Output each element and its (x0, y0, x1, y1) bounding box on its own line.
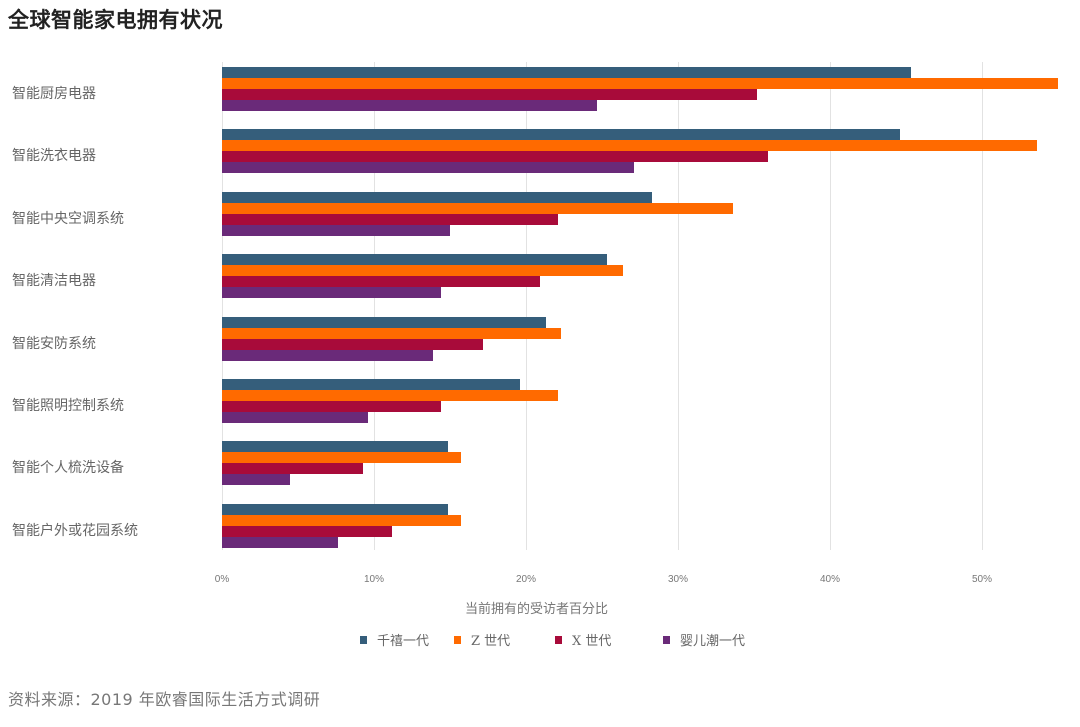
bar (222, 287, 441, 299)
legend-label: 婴儿潮一代 (680, 634, 746, 649)
source-note: 资料来源：2019 年欧睿国际生活方式调研 (8, 690, 321, 709)
bar (222, 100, 598, 111)
bar (222, 224, 450, 236)
bar (222, 379, 520, 390)
x-tick-label: 0% (214, 574, 230, 585)
bar (222, 349, 434, 361)
category-label: 智能清洁电器 (12, 273, 96, 290)
bar (222, 202, 733, 214)
x-tick-label: 30% (667, 574, 689, 585)
x-tick-label: 50% (971, 574, 993, 585)
bar (222, 525, 393, 537)
bar (222, 441, 449, 453)
legend-label: 千禧一代 (377, 634, 430, 649)
legend-label: Z 世代 (471, 634, 511, 649)
bar (222, 514, 461, 526)
category-label: 智能厨房电器 (12, 86, 96, 102)
bar (222, 463, 364, 475)
bar (222, 162, 634, 174)
bar (222, 67, 911, 78)
gridline (830, 62, 831, 550)
bar (222, 276, 540, 288)
bar (222, 338, 484, 350)
legend-swatch-icon (555, 635, 562, 644)
legend-label: X 世代 (572, 634, 612, 649)
bar (222, 327, 561, 339)
bar (222, 151, 768, 163)
bar (222, 89, 758, 100)
bar (222, 78, 1058, 89)
legend-swatch-icon (360, 635, 367, 644)
category-label: 智能个人梳洗设备 (12, 460, 124, 477)
bar (222, 401, 441, 412)
bar (222, 265, 624, 277)
legend-item: X 世代 (555, 630, 611, 649)
x-axis-label: 当前拥有的受访者百分比 (465, 602, 609, 617)
bar (222, 140, 1037, 152)
legend-item: 婴儿潮一代 (663, 630, 745, 649)
gridline (982, 62, 983, 550)
gridline (526, 62, 527, 550)
category-label: 智能安防系统 (12, 335, 96, 352)
bar (222, 536, 338, 548)
gridline (678, 62, 679, 550)
chart-title: 全球智能家电拥有状况 (8, 8, 223, 32)
bar (222, 412, 368, 423)
legend: 千禧一代 Z 世代 X 世代 婴儿潮一代 (0, 630, 1080, 650)
bar (222, 474, 291, 486)
gridline (374, 62, 375, 550)
legend-item: Z 世代 (454, 630, 510, 649)
bar (222, 129, 900, 141)
legend-swatch-icon (663, 635, 670, 644)
x-tick-label: 10% (363, 574, 385, 585)
category-label: 智能户外或花园系统 (12, 522, 138, 539)
category-label: 智能照明控制系统 (12, 398, 124, 414)
x-tick-label: 40% (819, 574, 841, 585)
gridline (222, 62, 223, 550)
bar (222, 503, 449, 515)
x-tick-label: 20% (515, 574, 537, 585)
bar (222, 191, 653, 203)
bar (222, 316, 546, 328)
bar (222, 452, 461, 464)
category-label: 智能中央空调系统 (12, 210, 124, 227)
bar (222, 390, 558, 401)
category-label: 智能洗衣电器 (12, 148, 96, 165)
legend-swatch-icon (454, 635, 461, 644)
bar (222, 254, 607, 266)
legend-item: 千禧一代 (360, 630, 429, 649)
bar (222, 213, 558, 225)
plot-area (222, 62, 1072, 550)
